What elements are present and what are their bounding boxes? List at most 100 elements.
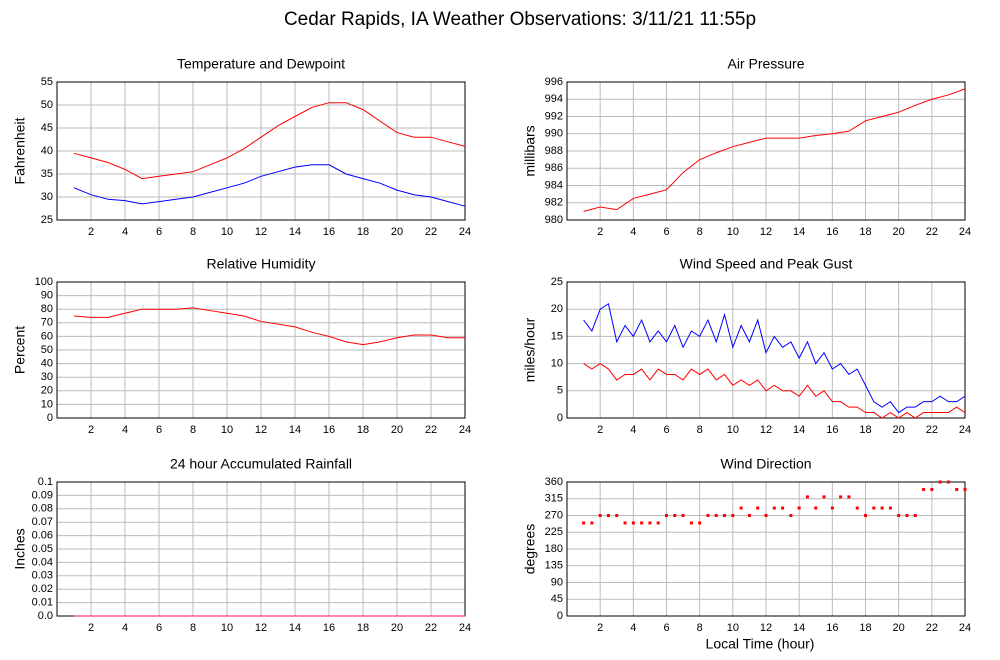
y-tick-label: 0.05 bbox=[32, 543, 53, 555]
x-tick-label: 12 bbox=[255, 622, 267, 634]
x-tick-label: 24 bbox=[959, 226, 971, 238]
x-tick-label: 16 bbox=[323, 424, 335, 436]
y-tick-label: 100 bbox=[35, 276, 53, 288]
x-tick-label: 20 bbox=[391, 424, 403, 436]
x-tick-label: 4 bbox=[630, 424, 636, 436]
x-tick-label: 2 bbox=[88, 622, 94, 634]
plot-frame bbox=[566, 281, 966, 419]
x-tick-label: 8 bbox=[697, 424, 703, 436]
y-axis-label: millibars bbox=[522, 125, 538, 176]
y-tick-label: 0.09 bbox=[32, 489, 53, 501]
data-point bbox=[814, 506, 818, 510]
x-tick-label: 18 bbox=[357, 622, 369, 634]
x-tick-label: 8 bbox=[190, 424, 196, 436]
x-tick-label: 6 bbox=[663, 424, 669, 436]
y-tick-label: 315 bbox=[545, 493, 563, 505]
x-tick-label: 12 bbox=[255, 424, 267, 436]
x-tick-label: 24 bbox=[459, 424, 471, 436]
x-tick-label: 12 bbox=[760, 226, 772, 238]
plot-frame bbox=[56, 81, 466, 221]
data-point bbox=[880, 506, 884, 510]
y-tick-label: 30 bbox=[41, 191, 53, 203]
data-line bbox=[73, 307, 465, 346]
x-tick-label: 10 bbox=[221, 424, 233, 436]
y-axis-label: Fahrenheit bbox=[12, 117, 28, 184]
x-tick-label: 6 bbox=[663, 226, 669, 238]
data-point bbox=[665, 514, 668, 517]
x-tick-label: 16 bbox=[826, 226, 838, 238]
x-tick-label: 4 bbox=[630, 622, 636, 634]
y-axis-label: Percent bbox=[12, 326, 28, 374]
data-point bbox=[615, 514, 619, 517]
plot-frame bbox=[566, 81, 966, 221]
data-point bbox=[689, 521, 693, 525]
x-tick-label: 10 bbox=[727, 622, 739, 634]
x-tick-label: 24 bbox=[459, 622, 471, 634]
data-point bbox=[673, 514, 677, 517]
x-tick-label: 24 bbox=[959, 424, 971, 436]
data-point bbox=[681, 514, 685, 517]
x-tick-label: 2 bbox=[597, 226, 603, 238]
x-tick-label: 14 bbox=[793, 424, 805, 436]
y-tick-label: 40 bbox=[41, 358, 53, 370]
data-point bbox=[756, 506, 760, 510]
data-point bbox=[855, 506, 859, 510]
x-tick-label: 22 bbox=[926, 622, 938, 634]
y-tick-label: 5 bbox=[557, 385, 563, 397]
x-tick-label: 4 bbox=[122, 622, 128, 634]
x-tick-label: 20 bbox=[893, 622, 905, 634]
x-tick-label: 22 bbox=[425, 424, 437, 436]
y-tick-label: 996 bbox=[545, 76, 563, 88]
data-point bbox=[582, 521, 586, 525]
data-point bbox=[723, 514, 727, 517]
x-tick-label: 18 bbox=[357, 424, 369, 436]
data-point bbox=[864, 514, 867, 517]
y-tick-label: 80 bbox=[41, 303, 53, 315]
chart-title: Wind Direction bbox=[720, 456, 811, 472]
y-axis-label: Inches bbox=[12, 528, 28, 569]
data-point bbox=[922, 487, 926, 491]
plot-frame bbox=[566, 481, 966, 617]
y-tick-label: 986 bbox=[545, 162, 563, 174]
x-tick-label: 8 bbox=[190, 622, 196, 634]
data-point bbox=[598, 514, 602, 517]
y-tick-label: 0 bbox=[557, 610, 563, 622]
data-point bbox=[606, 514, 610, 517]
x-tick-label: 22 bbox=[926, 226, 938, 238]
data-line bbox=[583, 302, 966, 414]
x-tick-label: 18 bbox=[859, 226, 871, 238]
chart-title: Relative Humidity bbox=[207, 256, 316, 272]
data-line bbox=[73, 102, 466, 180]
data-point bbox=[872, 506, 876, 510]
data-point bbox=[706, 514, 710, 517]
x-tick-label: 22 bbox=[926, 424, 938, 436]
x-tick-label: 14 bbox=[793, 622, 805, 634]
data-point bbox=[839, 495, 843, 499]
y-tick-label: 135 bbox=[545, 560, 563, 572]
data-point bbox=[772, 506, 776, 510]
x-tick-label: 14 bbox=[289, 622, 301, 634]
figure-title: Cedar Rapids, IA Weather Observations: 3… bbox=[284, 9, 756, 30]
x-tick-label: 24 bbox=[959, 622, 971, 634]
y-tick-label: 55 bbox=[41, 76, 53, 88]
y-tick-label: 360 bbox=[545, 476, 563, 488]
data-point bbox=[905, 514, 909, 517]
x-axis-label: Local Time (hour) bbox=[706, 636, 815, 652]
y-tick-label: 60 bbox=[41, 330, 53, 342]
y-tick-label: 0.01 bbox=[32, 597, 53, 609]
x-tick-label: 6 bbox=[156, 226, 162, 238]
x-tick-label: 4 bbox=[122, 226, 128, 238]
data-point bbox=[764, 514, 768, 517]
chart-title: Temperature and Dewpoint bbox=[177, 56, 345, 72]
x-tick-label: 4 bbox=[122, 424, 128, 436]
y-tick-label: 50 bbox=[41, 344, 53, 356]
data-point bbox=[888, 506, 892, 510]
x-tick-label: 14 bbox=[793, 226, 805, 238]
y-tick-label: 988 bbox=[545, 145, 563, 157]
y-tick-label: 30 bbox=[41, 371, 53, 383]
x-tick-label: 12 bbox=[760, 622, 772, 634]
x-tick-label: 2 bbox=[88, 226, 94, 238]
y-tick-label: 990 bbox=[545, 128, 563, 140]
y-tick-label: 0 bbox=[47, 412, 53, 424]
